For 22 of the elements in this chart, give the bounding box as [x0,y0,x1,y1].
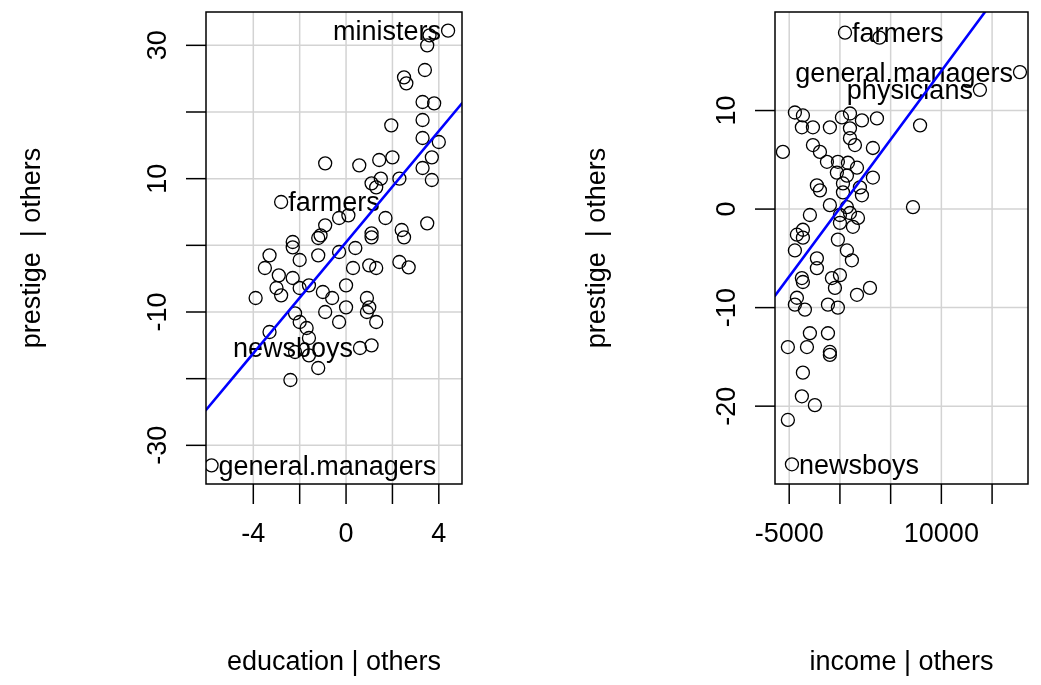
y-axis-title: prestige | others [581,147,611,349]
annotation: newsboys [798,449,920,480]
annotation: farmers [288,187,380,218]
x-tick-label: 10000 [903,518,979,548]
y-tick-label: -30 [142,425,172,465]
x-axis-title: education | others [226,646,442,676]
annotation: general.managers [218,450,437,481]
annotation: ministers [333,16,442,47]
x-tick-label: 0 [338,518,354,548]
y-tick-label: 10 [142,163,172,194]
y-tick-label: 0 [711,201,741,217]
x-tick-label: 4 [431,518,447,548]
x-axis-title: income | others [809,646,994,676]
y-tick-label: 30 [142,30,172,61]
y-tick-label: 10 [711,95,741,126]
x-tick-label: -4 [241,518,266,548]
y-tick-label: -20 [711,386,741,426]
y-tick-label: -10 [711,288,741,328]
x-tick-label: -5000 [754,518,824,548]
y-tick-label: -10 [142,292,172,332]
annotation: farmers [852,18,944,49]
y-axis-title: prestige | others [16,147,46,349]
